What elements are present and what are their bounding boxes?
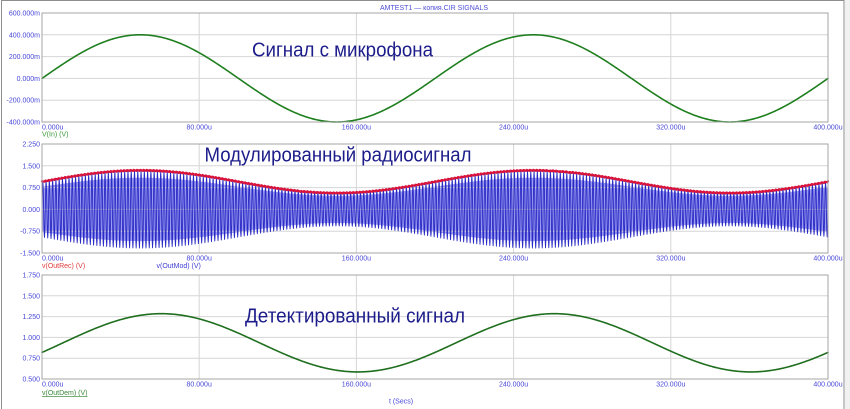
window-right-strip [845, 0, 850, 409]
plot-panel-input: 600.000m 400.000m 200.000m 0.000m -200.0… [7, 11, 843, 139]
plot-border [41, 274, 829, 380]
y-tick-label: 0.750 [22, 356, 40, 363]
trace-v-outdem [41, 312, 829, 373]
gridlines [42, 275, 828, 379]
x-tick-label: 320.000u [656, 382, 685, 389]
y-tick-label: 400.000m [9, 32, 40, 39]
y-tick-label: 0.000m [17, 76, 41, 83]
y-tick-label: 1.500 [22, 293, 40, 300]
x-tick-label: 0.000u [42, 382, 64, 389]
x-tick-label: 240.000u [499, 125, 528, 132]
plot-border [41, 143, 829, 254]
y-tick-label: 1.000 [22, 335, 40, 342]
y-tick-label: 2.250 [22, 142, 40, 149]
x-tick-label: 240.000u [499, 256, 528, 263]
y-tick-label: 0.000 [22, 207, 40, 214]
x-tick-label: 240.000u [499, 382, 528, 389]
y-tick-label: 600.000m [9, 11, 40, 18]
x-tick-label: 80.000u [187, 256, 212, 263]
trace-v-outrec [40, 168, 830, 195]
plot-area-input[interactable] [41, 12, 829, 123]
y-tick-label: 1.750 [22, 273, 40, 280]
y-tick-label: 1.250 [22, 314, 40, 321]
legend-v-in[interactable]: V(In) (V) [42, 132, 68, 139]
y-tick-label: 0.750 [22, 185, 40, 192]
trace-v-outmod [41, 170, 829, 249]
y-tick-label: -200.000m [7, 98, 41, 105]
annotation-microphone-signal: Сигнал с микрофона [252, 39, 434, 62]
y-tick-label: 0.500 [22, 377, 40, 384]
x-tick-label: 320.000u [656, 256, 685, 263]
x-tick-label: 0.000u [42, 256, 64, 263]
x-tick-label: 160.000u [342, 256, 371, 263]
x-tick-label: 400.000u [813, 125, 842, 132]
annotation-detected-signal: Детектированный сигнал [245, 305, 465, 328]
plot-panel-modulated: 2.250 1.500 0.750 0.000 -0.750 -1.500 0.… [20, 142, 843, 271]
legend-v-outdem[interactable]: v(OutDem) (V) [42, 390, 88, 397]
x-tick-label: 80.000u [187, 382, 212, 389]
y-tick-label: 200.000m [9, 54, 40, 61]
legend-v-outrec[interactable]: v(OutRec) (V) [42, 263, 85, 270]
x-axis-label: t (Secs) [389, 399, 413, 406]
x-tick-label: 160.000u [342, 382, 371, 389]
y-tick-label: -1.500 [20, 251, 40, 258]
legend-v-outmod[interactable]: v(OutMod) (V) [157, 263, 201, 270]
y-tick-label: -400.000m [7, 120, 41, 127]
y-tick-label: -0.750 [20, 229, 40, 236]
plot-border [41, 12, 829, 123]
x-tick-label: 160.000u [342, 125, 371, 132]
x-tick-label: 320.000u [656, 125, 685, 132]
trace-v-in [41, 33, 829, 123]
x-tick-label: 400.000u [813, 256, 842, 263]
plot-panel-demodulated: 1.750 1.500 1.250 1.000 0.750 0.500 0.00… [22, 273, 842, 398]
x-tick-label: 0.000u [42, 125, 64, 132]
annotation-modulated-radio-signal: Модулированный радиосигнал [205, 144, 472, 167]
x-tick-label: 400.000u [813, 382, 842, 389]
x-tick-label: 80.000u [187, 125, 212, 132]
window-title: AMTEST1 — копия.CIR SIGNALS [380, 5, 488, 12]
y-tick-label: 1.500 [22, 163, 40, 170]
